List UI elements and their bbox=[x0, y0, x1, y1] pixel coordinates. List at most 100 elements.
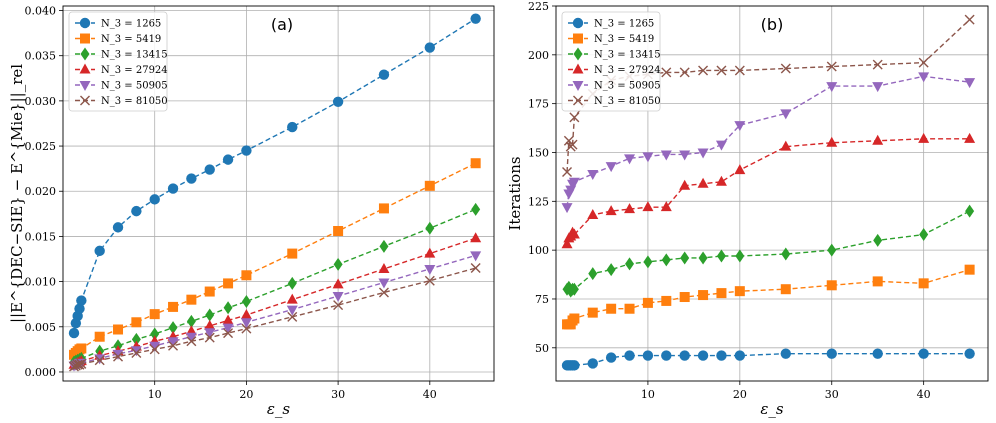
data-point bbox=[569, 360, 580, 371]
data-point bbox=[827, 243, 837, 257]
data-point bbox=[872, 82, 884, 93]
legend-marker bbox=[80, 47, 90, 61]
y-tick-label: 0.020 bbox=[25, 185, 57, 198]
data-point bbox=[624, 303, 635, 314]
legend-marker bbox=[79, 17, 91, 29]
data-point bbox=[149, 341, 161, 352]
x-marker-stroke bbox=[573, 95, 583, 106]
data-point bbox=[567, 139, 578, 150]
data-point bbox=[679, 150, 691, 161]
data-point bbox=[642, 297, 653, 308]
panel-b-chart: 10 20 30 40 50 75 100 125 150 175 200 225 (b) ε_s Iter… bbox=[506, 0, 989, 418]
data-point bbox=[781, 247, 791, 261]
y-tick-label: 50 bbox=[535, 342, 549, 355]
data-point bbox=[205, 308, 215, 322]
data-point bbox=[131, 347, 142, 358]
x-marker-stroke bbox=[716, 65, 727, 76]
data-point bbox=[679, 350, 690, 361]
x-marker-stroke bbox=[131, 347, 142, 358]
data-point bbox=[168, 301, 179, 312]
data-point bbox=[333, 226, 344, 236]
y-tick-label: 200 bbox=[528, 49, 549, 62]
data-point bbox=[223, 328, 234, 339]
data-point bbox=[716, 350, 727, 361]
data-point bbox=[150, 327, 160, 341]
data-point bbox=[697, 177, 709, 188]
x-axis-label: ε_s bbox=[760, 400, 784, 418]
data-point bbox=[76, 343, 87, 354]
legend-label: N_3 = 27924 bbox=[594, 65, 661, 76]
data-point bbox=[76, 295, 87, 306]
data-point bbox=[424, 264, 436, 275]
legend-item: N_3 = 5419 bbox=[75, 33, 161, 45]
data-point bbox=[72, 359, 83, 370]
data-point bbox=[241, 270, 252, 281]
data-point bbox=[241, 294, 251, 308]
legend-marker bbox=[79, 81, 91, 91]
legend-box bbox=[68, 11, 168, 112]
x-tick-label: 40 bbox=[917, 388, 931, 401]
data-point bbox=[698, 65, 709, 76]
x-tick-label: 20 bbox=[733, 388, 747, 401]
data-point bbox=[333, 300, 344, 311]
data-point bbox=[698, 290, 709, 301]
series-2 bbox=[69, 158, 481, 360]
data-point bbox=[94, 331, 105, 342]
legend-marker bbox=[573, 95, 583, 106]
data-point bbox=[568, 228, 580, 239]
y-axis-label: Iterations bbox=[506, 156, 524, 230]
data-point bbox=[222, 154, 234, 165]
data-point bbox=[625, 257, 635, 271]
legend-marker bbox=[572, 63, 584, 74]
legend-item: N_3 = 1265 bbox=[568, 17, 654, 30]
data-point bbox=[569, 112, 580, 123]
data-point bbox=[76, 358, 87, 369]
x-marker-stroke bbox=[918, 57, 929, 68]
plot-area bbox=[68, 13, 482, 372]
data-point bbox=[167, 337, 179, 348]
legend-box bbox=[561, 11, 661, 112]
y-tick-label: 100 bbox=[528, 244, 549, 257]
data-point bbox=[68, 327, 80, 339]
x-marker-stroke bbox=[378, 287, 389, 298]
data-point bbox=[964, 132, 976, 143]
data-point bbox=[424, 275, 435, 286]
data-point bbox=[332, 96, 344, 107]
x-marker-stroke bbox=[113, 351, 124, 362]
panel-a-chart: 10 20 30 40 0.000 0.005 0.010 0.015 0.020 0.025 0.… bbox=[8, 5, 495, 418]
x-marker-stroke bbox=[661, 67, 672, 78]
y-tick-label: 0.000 bbox=[25, 366, 57, 379]
x-marker-stroke bbox=[168, 340, 179, 351]
data-point bbox=[697, 148, 709, 159]
data-point bbox=[204, 164, 215, 175]
data-point bbox=[379, 239, 389, 253]
legend-marker bbox=[80, 33, 90, 44]
legend-item: N_3 = 50905 bbox=[568, 81, 661, 92]
y-tick-label: 0.005 bbox=[25, 321, 57, 334]
series-line bbox=[566, 210, 970, 293]
data-point bbox=[185, 332, 197, 343]
x-tick-label: 10 bbox=[641, 388, 655, 401]
legend-label: N_3 = 1265 bbox=[101, 19, 161, 30]
legend-label: N_3 = 50905 bbox=[594, 81, 661, 92]
legend-label: N_3 = 5419 bbox=[101, 34, 161, 45]
data-point bbox=[698, 251, 708, 265]
x-marker-stroke bbox=[964, 14, 975, 25]
data-point bbox=[872, 276, 883, 287]
data-point bbox=[378, 278, 390, 289]
legend: N_3 = 1265 N_3 = 5419 N_3 = 13415 N_3 = 279… bbox=[561, 11, 661, 112]
data-point bbox=[605, 352, 617, 363]
data-point bbox=[287, 121, 298, 133]
y-tick-label: 0.025 bbox=[25, 140, 57, 153]
x-marker-stroke bbox=[76, 358, 87, 369]
data-point bbox=[964, 14, 975, 25]
legend-marker bbox=[573, 33, 583, 44]
data-point bbox=[660, 201, 672, 212]
x-marker-stroke bbox=[562, 167, 573, 178]
data-point bbox=[826, 82, 838, 93]
data-point bbox=[94, 245, 105, 257]
data-point bbox=[470, 251, 482, 262]
data-point bbox=[286, 305, 298, 316]
data-point bbox=[780, 140, 792, 151]
data-point bbox=[378, 287, 389, 298]
